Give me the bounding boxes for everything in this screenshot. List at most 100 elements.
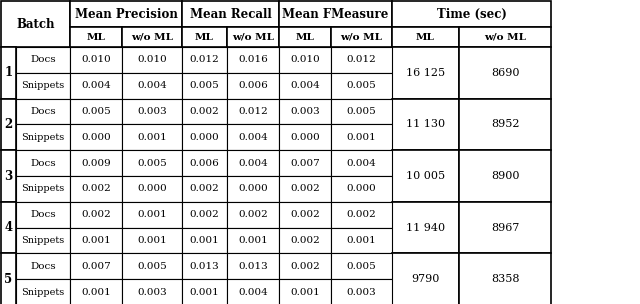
Bar (279, 202, 331, 228)
Bar (16, 176, 70, 202)
Text: 0.001: 0.001 (189, 288, 220, 297)
Bar (279, 176, 331, 202)
Text: w/o ML: w/o ML (131, 33, 173, 42)
Text: Docs: Docs (30, 262, 56, 271)
Text: 0.002: 0.002 (347, 210, 376, 219)
Bar (392, 150, 459, 202)
Text: 0.007: 0.007 (290, 159, 320, 168)
Text: 0.005: 0.005 (347, 262, 376, 271)
Bar (122, 98, 182, 124)
Text: 0.012: 0.012 (238, 107, 268, 116)
Text: 0.001: 0.001 (137, 133, 167, 142)
Bar (16, 150, 70, 176)
Text: 0.001: 0.001 (81, 288, 111, 297)
Bar (227, 279, 279, 304)
Text: Snippets: Snippets (21, 236, 65, 245)
Bar (16, 279, 70, 304)
Text: 0.010: 0.010 (81, 55, 111, 64)
Bar (331, 47, 392, 73)
Text: 0.005: 0.005 (347, 81, 376, 90)
Bar (227, 124, 279, 150)
Text: 0.004: 0.004 (290, 81, 320, 90)
Bar (279, 279, 331, 304)
Bar (279, 73, 331, 98)
Bar (16, 202, 70, 228)
Text: Time (sec): Time (sec) (436, 8, 506, 20)
Bar (227, 176, 279, 202)
Bar (1, 254, 16, 304)
Text: 0.001: 0.001 (347, 236, 376, 245)
Text: 0.013: 0.013 (238, 262, 268, 271)
Bar (459, 254, 551, 304)
Text: 0.002: 0.002 (81, 185, 111, 193)
Text: 0.003: 0.003 (137, 288, 167, 297)
Text: 0.006: 0.006 (189, 159, 220, 168)
Bar (392, 47, 459, 98)
Bar (227, 73, 279, 98)
Text: 0.000: 0.000 (238, 185, 268, 193)
Bar (331, 279, 392, 304)
Text: 0.003: 0.003 (347, 288, 376, 297)
Bar (459, 150, 551, 202)
Bar (182, 27, 227, 47)
Bar (279, 124, 331, 150)
Text: Docs: Docs (30, 107, 56, 116)
Bar (70, 47, 122, 73)
Bar (182, 202, 227, 228)
Text: Docs: Docs (30, 210, 56, 219)
Bar (1, 1, 70, 47)
Text: 0.012: 0.012 (347, 55, 376, 64)
Bar (122, 254, 182, 279)
Bar (16, 228, 70, 254)
Text: 10 005: 10 005 (406, 171, 445, 181)
Bar (122, 228, 182, 254)
Text: 5: 5 (4, 273, 13, 286)
Text: 16 125: 16 125 (406, 68, 445, 78)
Bar (182, 150, 227, 176)
Text: 0.004: 0.004 (238, 159, 268, 168)
Bar (16, 254, 70, 279)
Text: w/o ML: w/o ML (232, 33, 274, 42)
Bar (122, 176, 182, 202)
Text: 0.007: 0.007 (81, 262, 111, 271)
Bar (331, 98, 392, 124)
Bar (392, 27, 459, 47)
Bar (122, 73, 182, 98)
Bar (182, 228, 227, 254)
Text: 0.004: 0.004 (238, 133, 268, 142)
Text: 0.010: 0.010 (290, 55, 320, 64)
Bar (70, 279, 122, 304)
Bar (392, 98, 459, 150)
Bar (70, 254, 122, 279)
Bar (279, 27, 331, 47)
Text: 0.000: 0.000 (290, 133, 320, 142)
Bar (16, 98, 70, 124)
Text: 0.000: 0.000 (81, 133, 111, 142)
Bar (70, 228, 122, 254)
Text: 0.001: 0.001 (290, 288, 320, 297)
Bar (122, 47, 182, 73)
Text: 0.001: 0.001 (238, 236, 268, 245)
Bar (331, 27, 392, 47)
Bar (70, 176, 122, 202)
Bar (392, 202, 459, 254)
Text: w/o ML: w/o ML (484, 33, 526, 42)
Bar (182, 124, 227, 150)
Text: 0.002: 0.002 (189, 210, 220, 219)
Bar (182, 279, 227, 304)
Text: 0.013: 0.013 (189, 262, 220, 271)
Text: 0.009: 0.009 (81, 159, 111, 168)
Text: Docs: Docs (30, 55, 56, 64)
Text: 8900: 8900 (491, 171, 519, 181)
Bar (392, 1, 551, 27)
Text: 0.002: 0.002 (290, 185, 320, 193)
Bar (1, 47, 16, 98)
Text: 0.002: 0.002 (81, 210, 111, 219)
Bar (227, 254, 279, 279)
Bar (331, 228, 392, 254)
Text: 0.001: 0.001 (137, 236, 167, 245)
Text: ML: ML (86, 33, 106, 42)
Text: Docs: Docs (30, 159, 56, 168)
Text: 0.004: 0.004 (347, 159, 376, 168)
Bar (122, 279, 182, 304)
